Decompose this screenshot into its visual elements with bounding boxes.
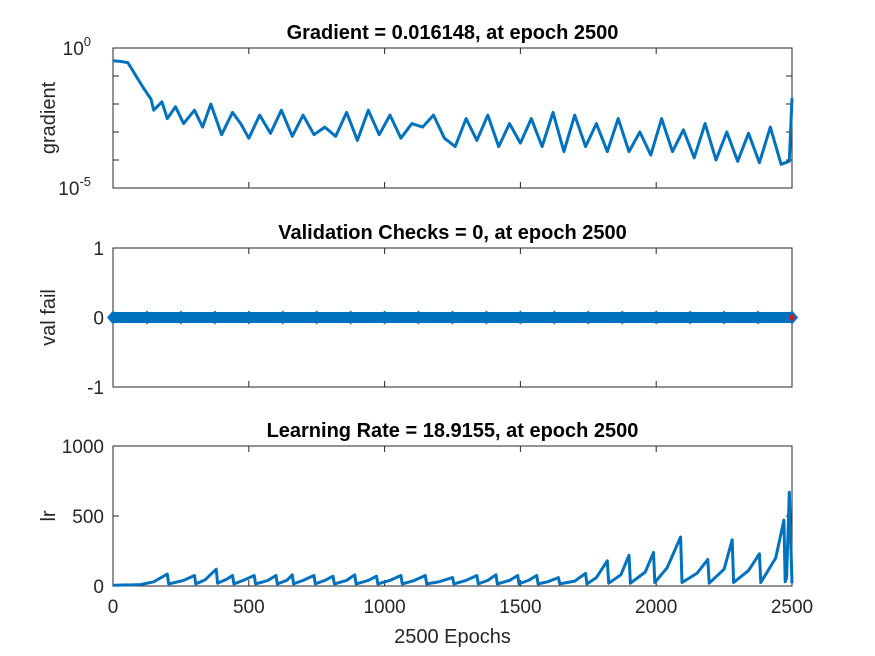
y-tick-label: 500 — [72, 507, 104, 528]
x-tick-label: 2000 — [635, 597, 677, 618]
data-point — [582, 310, 595, 325]
chart-panel-2: Validation Checks = 0, at epoch 2500 val … — [38, 222, 798, 399]
data-point — [174, 310, 187, 325]
plot-area — [112, 445, 793, 587]
data-point — [140, 310, 153, 325]
data-point — [378, 310, 391, 325]
plot-area — [112, 47, 793, 189]
y-axis-label: val fail — [38, 289, 60, 346]
data-point — [310, 310, 323, 325]
data-point — [650, 310, 663, 325]
data-point — [684, 310, 697, 325]
y-tick-label: 0 — [93, 577, 104, 598]
data-point — [242, 310, 255, 325]
y-tick-label: 1000 — [62, 437, 104, 458]
y-tick-base: 10 — [63, 39, 84, 60]
y-tick-label: 100 — [63, 34, 91, 60]
y-tick-label: 10-5 — [58, 174, 91, 200]
x-tick-label: 500 — [233, 597, 265, 618]
x-tick-label: 1500 — [499, 597, 541, 618]
x-axis-label: 2500 Epochs — [394, 626, 511, 648]
x-tick-label: 1000 — [363, 597, 405, 618]
data-point — [412, 310, 425, 325]
y-tick-label: -1 — [87, 378, 104, 399]
series-line — [112, 59, 794, 166]
data-point — [548, 310, 561, 325]
data-point — [446, 310, 459, 325]
y-tick-label: 0 — [93, 309, 104, 330]
data-point — [752, 310, 765, 325]
chart-panel-1: Gradient = 0.016148, at epoch 2500 gradie… — [38, 22, 794, 200]
x-tick-label: 0 — [108, 597, 119, 618]
data-point — [344, 310, 357, 325]
chart-panel-3: Learning Rate = 18.9155, at epoch 2500 lr… — [38, 420, 813, 648]
y-axis-label: gradient — [38, 81, 60, 154]
chart-title: Validation Checks = 0, at epoch 2500 — [278, 222, 627, 244]
data-point — [718, 310, 731, 325]
data-point — [616, 310, 629, 325]
chart-title: Learning Rate = 18.9155, at epoch 2500 — [267, 420, 639, 442]
data-point — [514, 310, 527, 325]
y-tick-exponent: -5 — [79, 174, 91, 189]
series-line — [112, 490, 794, 587]
y-tick-base: 10 — [58, 179, 79, 200]
chart-title: Gradient = 0.016148, at epoch 2500 — [287, 22, 619, 44]
y-tick-exponent: 0 — [84, 34, 91, 49]
y-tick-label: 1 — [93, 239, 104, 260]
x-tick-label: 2500 — [771, 597, 813, 618]
data-point — [107, 310, 119, 325]
data-point — [480, 310, 493, 325]
data-point — [276, 310, 289, 325]
final-point-marker — [789, 313, 795, 322]
y-axis-label: lr — [38, 510, 60, 521]
data-point — [208, 310, 221, 325]
